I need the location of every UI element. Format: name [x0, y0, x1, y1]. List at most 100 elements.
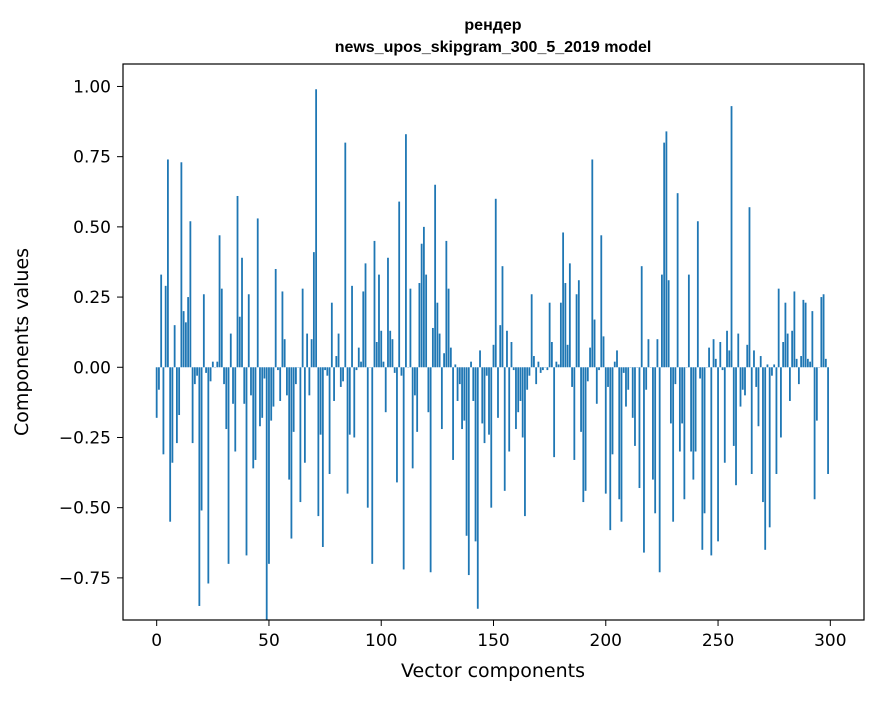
- bar-component-158: [511, 342, 513, 367]
- bar-component-134: [457, 367, 459, 401]
- bar-component-41: [248, 294, 250, 367]
- bar-component-232: [677, 193, 679, 367]
- bar-component-73: [320, 367, 322, 434]
- bar-component-289: [805, 303, 807, 368]
- bar-component-208: [623, 367, 625, 373]
- bar-component-230: [672, 367, 674, 521]
- bar-component-30: [223, 367, 225, 384]
- bar-component-233: [679, 367, 681, 451]
- bar-component-268: [758, 367, 760, 426]
- x-tick-label: 300: [814, 631, 846, 651]
- bar-component-94: [367, 367, 369, 507]
- bar-component-3: [163, 367, 165, 454]
- bar-component-7: [172, 367, 174, 462]
- bar-component-123: [432, 328, 434, 367]
- bar-component-129: [445, 241, 447, 367]
- chart-title-line-1: рендер: [464, 17, 521, 34]
- bar-component-291: [809, 362, 811, 368]
- bar-component-296: [820, 297, 822, 367]
- bar-component-258: [735, 367, 737, 485]
- bar-component-125: [436, 303, 438, 368]
- bar-component-216: [641, 266, 643, 367]
- y-tick-label: 0.00: [73, 358, 111, 378]
- bar-component-132: [452, 367, 454, 460]
- bar-component-174: [546, 367, 548, 370]
- bar-component-204: [614, 362, 616, 368]
- chart-title-line-2: news_upos_skipgram_300_5_2019 model: [335, 39, 652, 56]
- bar-component-28: [219, 235, 221, 367]
- bar-component-212: [632, 367, 634, 418]
- bar-component-32: [228, 367, 230, 564]
- bar-component-10: [178, 367, 180, 415]
- bar-component-97: [374, 241, 376, 367]
- bar-component-54: [277, 367, 279, 370]
- bar-component-8: [174, 325, 176, 367]
- bar-component-35: [234, 367, 236, 451]
- bar-component-38: [241, 258, 243, 368]
- bar-component-140: [470, 362, 472, 368]
- bar-component-76: [326, 367, 328, 375]
- bar-component-243: [701, 367, 703, 550]
- bar-component-14: [187, 297, 189, 367]
- bar-component-266: [753, 350, 755, 367]
- y-tick-label: −0.75: [59, 569, 111, 589]
- bar-component-60: [291, 367, 293, 538]
- bar-component-150: [493, 345, 495, 367]
- bar-component-235: [683, 367, 685, 499]
- bar-component-199: [603, 336, 605, 367]
- x-axis-label: Vector components: [401, 660, 585, 682]
- bar-component-288: [802, 300, 804, 367]
- bar-component-193: [589, 348, 591, 368]
- bar-component-157: [508, 367, 510, 451]
- bar-component-71: [315, 89, 317, 367]
- y-tick-label: 0.25: [73, 288, 111, 308]
- bar-component-299: [827, 367, 829, 474]
- bar-component-207: [621, 367, 623, 521]
- bar-component-87: [351, 286, 353, 367]
- bar-component-187: [576, 294, 578, 367]
- bar-component-65: [302, 289, 304, 368]
- bar-component-191: [585, 367, 587, 491]
- bar-component-225: [661, 275, 663, 368]
- bar-component-39: [243, 367, 245, 404]
- bar-component-127: [441, 367, 443, 429]
- bar-component-52: [273, 367, 275, 406]
- bar-component-100: [380, 331, 382, 368]
- bar-component-15: [189, 221, 191, 367]
- bar-component-244: [704, 367, 706, 513]
- bar-component-253: [724, 367, 726, 462]
- bar-component-42: [250, 367, 252, 395]
- bar-component-21: [203, 294, 205, 367]
- bar-component-218: [645, 367, 647, 389]
- bar-component-103: [387, 258, 389, 368]
- bar-component-114: [412, 367, 414, 468]
- bar-component-46: [259, 367, 261, 426]
- bar-component-4: [165, 286, 167, 367]
- bar-component-70: [313, 252, 315, 367]
- x-tick-label: 200: [590, 631, 622, 651]
- bar-component-82: [340, 367, 342, 387]
- bar-component-172: [542, 367, 544, 370]
- bar-component-124: [434, 185, 436, 368]
- bar-component-292: [811, 311, 813, 367]
- bar-component-67: [306, 334, 308, 368]
- bar-component-182: [564, 283, 566, 367]
- bar-component-219: [648, 339, 650, 367]
- bar-component-238: [690, 367, 692, 451]
- bar-component-37: [239, 317, 241, 368]
- bar-component-84: [344, 143, 346, 368]
- bar-component-104: [389, 331, 391, 368]
- bar-component-48: [264, 367, 266, 378]
- bar-component-22: [205, 367, 207, 373]
- bar-component-227: [666, 131, 668, 367]
- bar-component-49: [266, 367, 268, 620]
- bar-component-209: [625, 367, 627, 406]
- bar-component-36: [237, 196, 239, 367]
- bar-component-110: [403, 367, 405, 569]
- bar-component-19: [198, 367, 200, 606]
- bar-component-252: [722, 367, 724, 370]
- bar-component-146: [484, 367, 486, 443]
- bar-component-257: [733, 367, 735, 446]
- bar-component-50: [268, 367, 270, 564]
